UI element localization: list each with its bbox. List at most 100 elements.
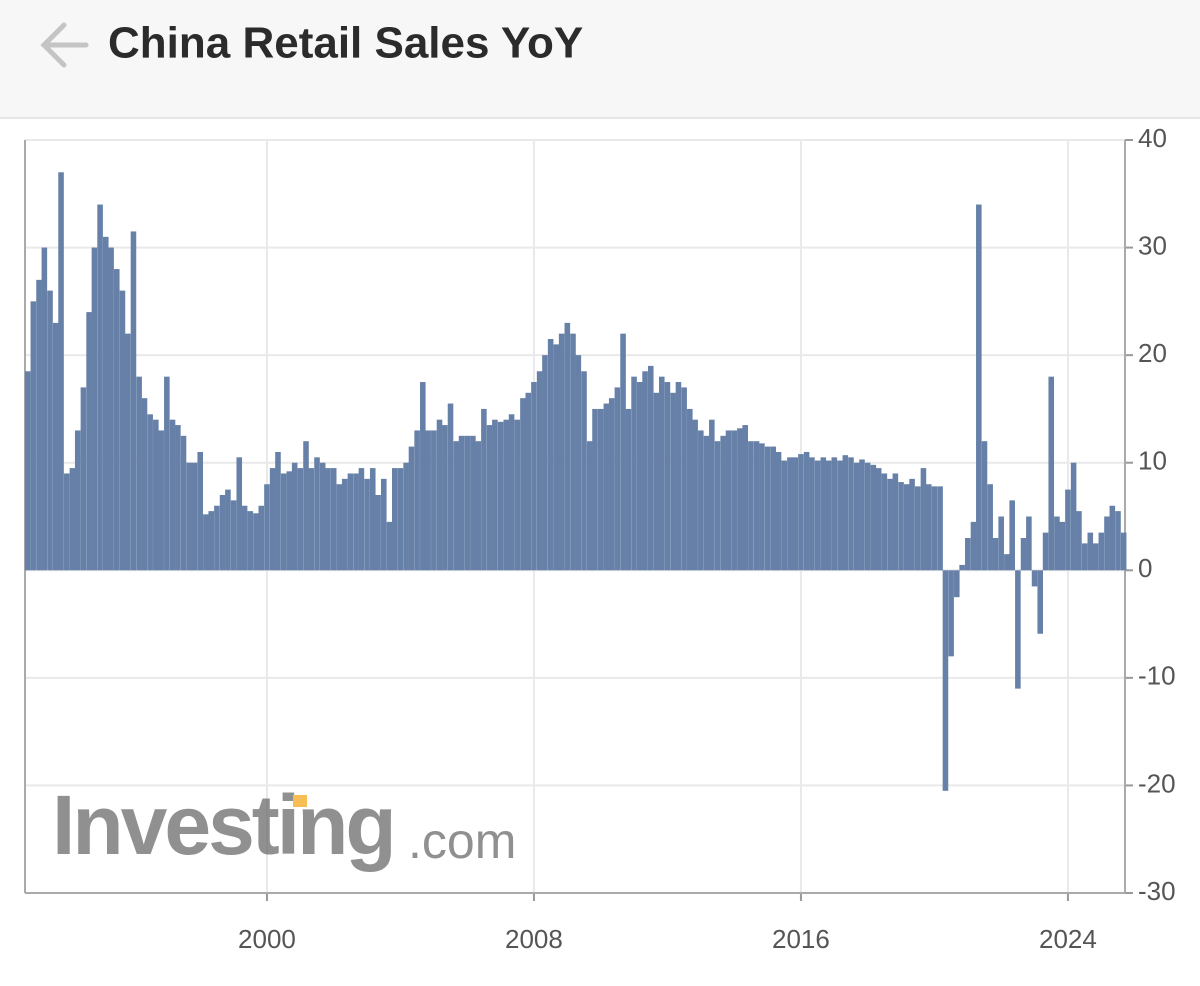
bar xyxy=(664,382,671,571)
bar xyxy=(219,494,226,571)
bar xyxy=(870,464,877,571)
bar xyxy=(164,376,170,571)
bar xyxy=(1009,500,1015,571)
bar xyxy=(1048,376,1055,571)
bar xyxy=(1092,543,1099,571)
bar xyxy=(230,500,237,571)
bar xyxy=(425,430,431,571)
bar xyxy=(91,247,98,571)
bar xyxy=(892,473,899,571)
bar xyxy=(264,484,270,571)
bar xyxy=(581,371,587,571)
bar xyxy=(52,322,59,571)
bar xyxy=(881,473,888,571)
bar xyxy=(436,419,443,571)
watermark-dot xyxy=(293,795,307,807)
bar xyxy=(1070,462,1077,571)
bar xyxy=(470,435,476,571)
bar xyxy=(1081,543,1088,571)
bar xyxy=(186,462,192,571)
bar xyxy=(731,430,737,571)
bar xyxy=(725,430,732,571)
bar xyxy=(486,425,493,571)
bar xyxy=(191,462,198,571)
bar xyxy=(809,457,815,571)
bar xyxy=(1087,532,1094,571)
bar xyxy=(748,441,754,571)
bar xyxy=(1054,516,1060,571)
bar xyxy=(547,339,554,571)
bar xyxy=(125,333,131,571)
bar xyxy=(914,486,921,571)
y-tick-label: 10 xyxy=(1138,446,1167,476)
bar xyxy=(570,333,576,571)
bar xyxy=(420,382,426,571)
bar xyxy=(770,446,777,571)
bar xyxy=(275,451,281,571)
bar xyxy=(720,435,726,571)
bar xyxy=(1004,554,1010,571)
bar xyxy=(369,468,376,571)
bar xyxy=(464,435,470,571)
bar xyxy=(798,454,804,571)
bar xyxy=(353,473,359,571)
bar xyxy=(603,403,610,571)
back-button[interactable] xyxy=(40,22,89,68)
bar xyxy=(358,468,365,571)
bar xyxy=(642,371,648,571)
bar xyxy=(391,468,398,571)
bar xyxy=(492,419,498,571)
bar xyxy=(992,538,999,571)
header xyxy=(0,0,1200,118)
bar xyxy=(74,430,81,571)
bar xyxy=(670,392,676,571)
y-tick-label: -10 xyxy=(1138,661,1176,691)
bar xyxy=(831,457,838,571)
bar xyxy=(41,247,48,571)
bar xyxy=(948,570,954,657)
bar xyxy=(575,355,582,571)
bar xyxy=(558,333,565,571)
bar xyxy=(925,484,932,571)
bar xyxy=(653,392,660,571)
bar xyxy=(920,468,927,571)
bar xyxy=(253,513,259,571)
bar xyxy=(525,392,532,571)
watermark: Investing .com xyxy=(52,778,516,872)
bar xyxy=(887,478,893,571)
bar xyxy=(47,290,53,571)
bar xyxy=(141,398,148,571)
bar xyxy=(208,511,215,571)
bar xyxy=(330,468,337,571)
bar xyxy=(158,430,164,571)
y-tick-label: 30 xyxy=(1138,230,1167,260)
bar xyxy=(592,408,598,571)
bar xyxy=(386,521,393,571)
bar xyxy=(859,459,865,571)
bar xyxy=(837,460,843,571)
bar xyxy=(169,419,176,571)
bar xyxy=(442,425,448,571)
bar xyxy=(903,484,910,571)
bar xyxy=(614,387,621,571)
bar xyxy=(658,376,665,571)
bar xyxy=(1026,516,1032,571)
bar xyxy=(1015,570,1021,689)
bar xyxy=(1031,570,1038,587)
bar xyxy=(397,468,404,571)
bar xyxy=(30,301,37,571)
bar xyxy=(1104,516,1110,571)
bar xyxy=(820,457,827,571)
bar xyxy=(481,408,487,571)
bar xyxy=(1042,532,1049,571)
bar xyxy=(970,521,977,571)
bar xyxy=(97,204,103,571)
bar xyxy=(130,231,137,571)
bar xyxy=(520,398,526,571)
bar xyxy=(119,290,126,571)
bar xyxy=(375,494,381,571)
y-tick-label: 20 xyxy=(1138,338,1167,368)
bar xyxy=(909,478,915,571)
bar xyxy=(236,457,243,571)
